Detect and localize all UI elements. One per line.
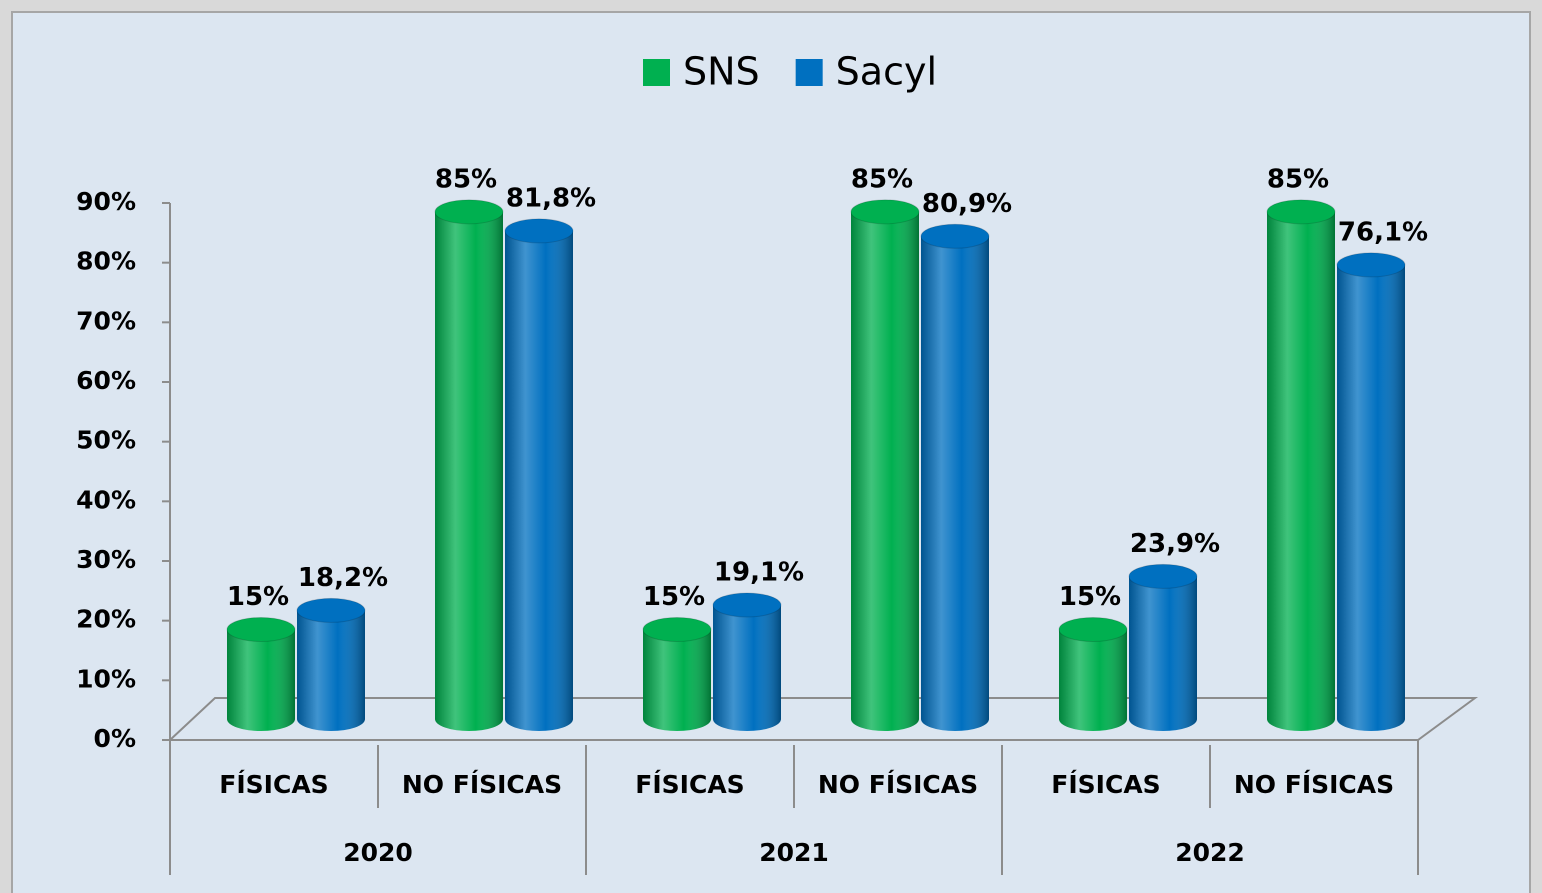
x-tick-label: NO FÍSICAS	[402, 770, 562, 799]
legend-swatch	[795, 59, 823, 86]
y-tick-label: 50%	[76, 426, 136, 455]
y-tick-label: 60%	[76, 366, 136, 395]
bar-top	[1128, 563, 1198, 589]
value-label: 15%	[643, 582, 705, 612]
bar-top	[712, 592, 782, 618]
bar-top	[920, 223, 990, 249]
bar-shade	[505, 230, 573, 731]
bar-top	[226, 617, 296, 642]
legend-swatch	[643, 59, 670, 86]
value-label: 85%	[851, 164, 913, 194]
x-tick-label: FÍSICAS	[635, 770, 744, 799]
bar	[642, 617, 712, 731]
x-tick-label: FÍSICAS	[1051, 770, 1160, 799]
bar-shade	[435, 211, 503, 732]
bar-top	[504, 218, 574, 244]
x-tick-label: NO FÍSICAS	[1234, 770, 1394, 799]
bar-top	[1058, 617, 1128, 642]
bar-shade	[1267, 211, 1335, 732]
bar-top	[1266, 199, 1336, 225]
bar	[1058, 617, 1128, 731]
bar	[712, 592, 782, 731]
bar-shade	[921, 236, 989, 731]
y-tick-label: 90%	[76, 187, 136, 216]
value-label: 19,1%	[714, 558, 804, 588]
y-tick-label: 0%	[94, 724, 136, 753]
y-tick-label: 10%	[76, 664, 136, 693]
group-label: 2020	[343, 838, 413, 867]
bar-top	[434, 199, 504, 225]
legend-label: SNS	[683, 50, 760, 94]
bar-top	[1336, 252, 1406, 278]
bar-top	[296, 597, 366, 623]
y-tick-label: 80%	[76, 247, 136, 276]
bar-shade	[1129, 576, 1197, 731]
y-tick-label: 20%	[76, 605, 136, 634]
bar	[1336, 252, 1406, 731]
bar-shade	[1337, 264, 1405, 731]
value-label: 15%	[1059, 582, 1121, 612]
x-tick-label: FÍSICAS	[219, 770, 328, 799]
group-label: 2022	[1175, 838, 1245, 867]
value-label: 18,2%	[298, 563, 388, 593]
bar	[296, 597, 366, 731]
bar-shade	[851, 211, 919, 732]
bar	[850, 199, 920, 732]
bar-top	[642, 617, 712, 642]
bar	[920, 223, 990, 731]
value-label: 80,9%	[922, 189, 1012, 219]
y-tick-label: 40%	[76, 485, 136, 514]
bar-shade	[643, 629, 711, 731]
bar-top	[850, 199, 920, 225]
bar	[434, 199, 504, 732]
bar	[1128, 563, 1198, 731]
value-label: 81,8%	[506, 183, 596, 213]
value-label: 85%	[1267, 164, 1329, 194]
y-tick-label: 70%	[76, 306, 136, 335]
value-label: 85%	[435, 164, 497, 194]
legend-label: Sacyl	[836, 50, 937, 94]
bar-shade	[297, 610, 365, 731]
bar	[504, 218, 574, 731]
group-label: 2021	[759, 838, 829, 867]
bar-shade	[227, 629, 295, 731]
value-label: 15%	[227, 582, 289, 612]
bar	[226, 617, 296, 731]
floor	[167, 697, 1479, 741]
bar-shade	[713, 605, 781, 731]
x-tick-label: NO FÍSICAS	[818, 770, 978, 799]
y-tick-label: 30%	[76, 545, 136, 574]
value-label: 76,1%	[1338, 217, 1428, 247]
bar	[1266, 199, 1336, 732]
bar-shade	[1059, 629, 1127, 731]
value-label: 23,9%	[1130, 529, 1220, 559]
